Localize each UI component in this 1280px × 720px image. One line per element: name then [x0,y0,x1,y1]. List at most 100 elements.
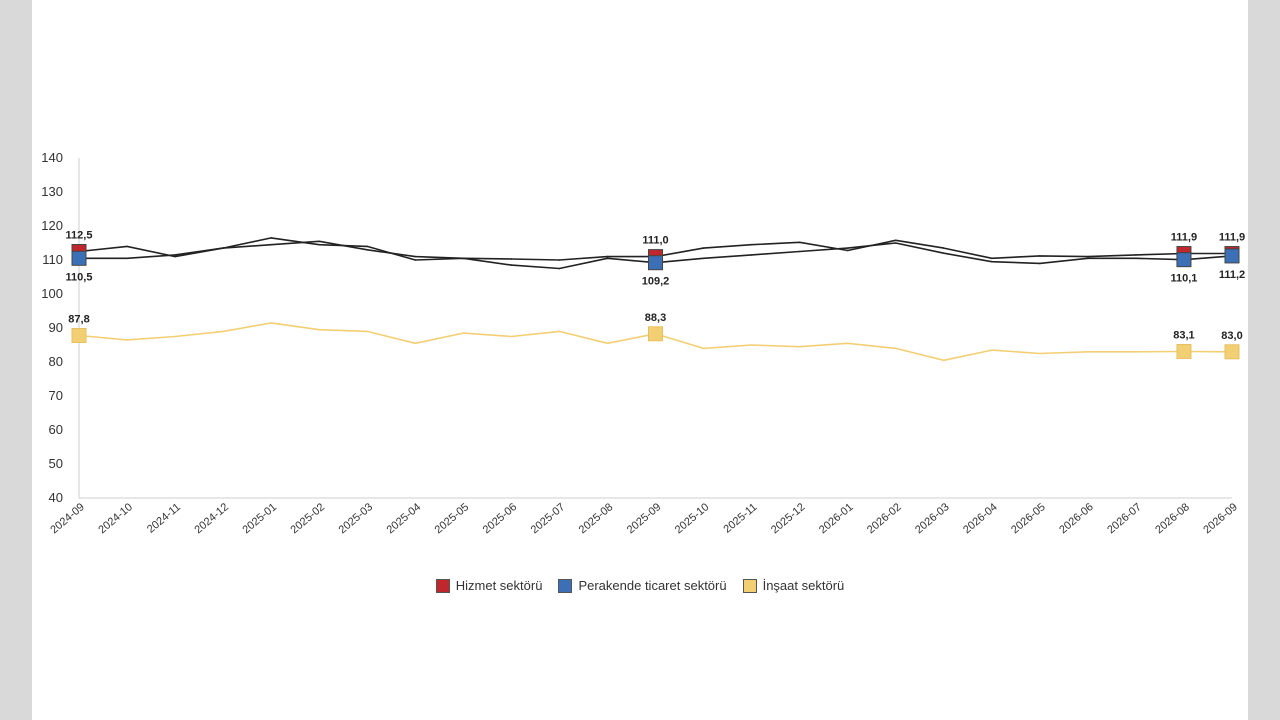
series-marker [648,326,663,342]
x-tick-label: 2026-04 [961,501,1000,536]
data-point [702,247,705,249]
x-tick-label: 2024-09 [48,501,87,536]
x-tick-label: 2026-09 [1201,501,1240,536]
data-point [462,332,465,334]
data-label: 112,5 [66,230,93,242]
series-marker [1176,343,1192,359]
x-tick-label: 2025-09 [625,501,664,536]
data-point [1087,257,1089,260]
series-marker [71,327,87,343]
data-point [174,254,176,256]
data-point [606,257,609,260]
chart-axes: 40 50 60 70 80 90 100 110 120 130 140 2024-09 2024-1… [41,150,1240,536]
series-marker [648,255,663,271]
data-point [1087,255,1089,258]
data-label: 87,8 [68,313,89,325]
x-tick-label: 2025-06 [481,501,520,536]
y-tick-label: 90 [49,320,63,335]
legend-label: İnşaat sektörü [762,578,845,593]
data-point [510,264,513,266]
data-point [414,342,417,345]
data-point [990,349,993,351]
data-point [462,257,465,260]
data-point [510,258,513,260]
data-point [750,254,753,256]
data-point [222,247,224,249]
data-point [222,330,224,333]
x-tick-label: 2025-02 [288,501,327,536]
data-point [126,245,128,248]
data-point [366,249,369,251]
data-point [990,257,993,260]
data-point [942,247,945,249]
data-point [894,347,897,350]
data-point [894,239,897,242]
y-tick-label: 120 [41,218,63,233]
x-tick-label: 2025-12 [769,501,808,536]
x-tick-label: 2024-10 [96,501,135,536]
x-tick-label: 2025-04 [385,501,424,536]
data-point [798,345,801,348]
data-point [414,255,417,258]
x-tick-label: 2026-05 [1009,501,1048,536]
data-point [558,330,561,333]
legend-swatch [435,578,450,593]
data-point [558,267,561,270]
x-tick-label: 2026-07 [1105,501,1144,536]
data-point [942,359,945,362]
data-label: 111,9 [1171,232,1197,244]
data-point [366,245,369,248]
series-marker [71,250,87,266]
x-tick-label: 2025-11 [721,501,759,536]
data-point [510,335,513,338]
data-point [846,249,849,252]
x-tick-label: 2025-01 [240,501,279,536]
x-tick-label: 2025-08 [577,501,616,536]
data-point [702,347,705,350]
x-tick-label: 2025-03 [337,501,376,536]
x-tick-label: 2026-01 [817,501,856,536]
data-point [366,330,369,333]
y-tick-label: 80 [49,354,63,369]
legend-item[interactable]: İnşaat sektörü [742,578,845,593]
data-point [174,255,176,258]
x-tick-label: 2025-05 [433,501,472,536]
y-tick-label: 130 [41,184,63,199]
y-tick-label: 100 [41,286,63,301]
x-tick-label: 2025-10 [673,501,712,536]
data-label: 110,5 [66,271,93,283]
data-point [798,241,801,244]
series-marker [1176,252,1192,268]
legend-item[interactable]: Hizmet sektörü [435,578,542,593]
x-tick-label: 2024-12 [192,501,231,536]
series-marker [1224,248,1240,264]
data-label: 83,1 [1173,329,1194,341]
y-tick-label: 110 [42,252,63,267]
data-point [414,259,417,261]
data-point [558,259,561,261]
data-point [942,252,945,254]
data-point [318,240,321,243]
data-point [606,342,609,345]
data-label: 111,0 [642,235,668,247]
data-point [750,243,753,246]
data-point [1135,351,1137,353]
data-point [1135,257,1137,260]
data-point [798,250,801,253]
data-point [702,257,705,260]
data-point [1087,351,1089,353]
y-tick-label: 40 [49,490,63,505]
x-tick-label: 2024-11 [145,501,183,536]
y-tick-label: 60 [49,422,63,437]
chart-legend: Hizmet sektörü Perakende ticaret sektörü İ… [0,578,1280,593]
legend-item[interactable]: Perakende ticaret sektörü [558,578,727,593]
legend-swatch [742,578,757,593]
data-label: 88,3 [645,312,666,324]
data-point [894,242,897,244]
data-point [318,243,321,246]
data-label: 83,0 [1221,330,1242,342]
data-point [1039,352,1041,355]
data-label: 111,9 [1219,232,1245,244]
data-label: 109,2 [642,276,670,288]
